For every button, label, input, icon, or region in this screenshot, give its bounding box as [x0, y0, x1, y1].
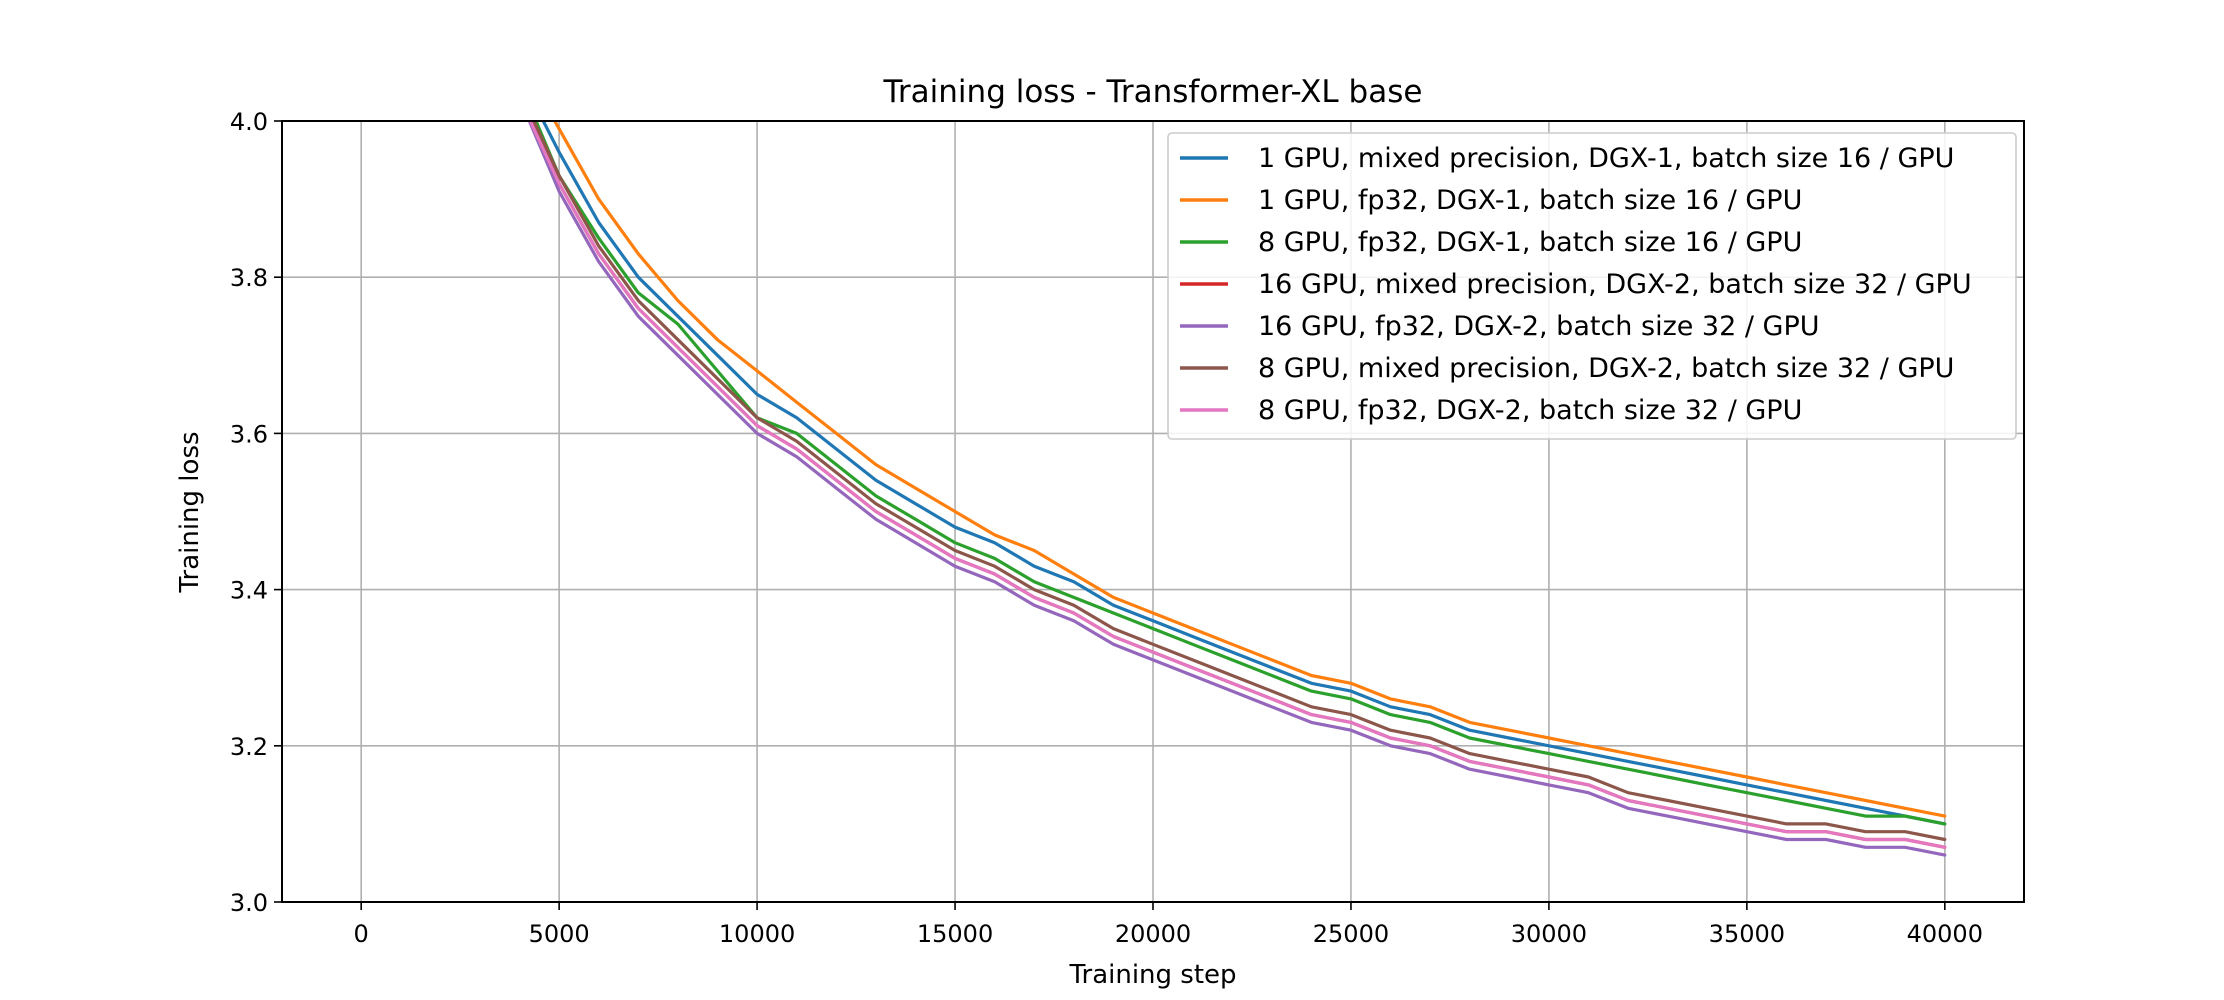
legend: 1 GPU, mixed precision, DGX-1, batch siz… — [1167, 132, 2017, 440]
axis-ticks: 0 5000 10000 15000 20000 25000 30000 35000 40000… — [230, 108, 1983, 948]
series-line-1 — [541, 121, 1947, 826]
series-lines — [527, 121, 1947, 857]
y-tick-label: 3.6 — [230, 420, 268, 448]
y-tick-label: 3.2 — [230, 733, 268, 761]
series-line-2 — [552, 121, 1947, 818]
legend-box — [1167, 132, 2017, 440]
x-tick-label: 20000 — [1115, 920, 1191, 948]
x-tick-label: 35000 — [1709, 920, 1785, 948]
legend-entry-6: 8 GPU, mixed precision, DGX-2, batch siz… — [1258, 353, 1954, 384]
y-tick-label: 3.4 — [230, 577, 268, 605]
legend-entry-7: 8 GPU, fp32, DGX-2, batch size 32 / GPU — [1258, 395, 1802, 426]
x-tick-label: 5000 — [529, 920, 590, 948]
legend-entry-3: 8 GPU, fp32, DGX-1, batch size 16 / GPU — [1258, 227, 1802, 258]
legend-entry-4: 16 GPU, mixed precision, DGX-2, batch si… — [1258, 269, 1972, 300]
x-tick-label: 30000 — [1511, 920, 1587, 948]
series-line-7 — [528, 121, 1947, 849]
x-tick-label: 25000 — [1313, 920, 1389, 948]
x-tick-label: 0 — [354, 920, 369, 948]
series-line-6 — [532, 121, 1947, 842]
y-tick-label: 3.8 — [230, 264, 268, 292]
x-tick-label: 40000 — [1907, 920, 1983, 948]
chart-title: Training loss - Transformer-XL base — [883, 74, 1423, 110]
legend-entry-2: 1 GPU, fp32, DGX-1, batch size 16 / GPU — [1258, 185, 1802, 216]
x-tick-label: 10000 — [719, 920, 795, 948]
y-tick-label: 4.0 — [230, 108, 268, 136]
x-tick-label: 15000 — [917, 920, 993, 948]
y-axis-label: Training loss — [175, 431, 205, 593]
x-axis-label: Training step — [1068, 960, 1236, 990]
series-line-5 — [527, 121, 1947, 857]
legend-entry-5: 16 GPU, fp32, DGX-2, batch size 32 / GPU — [1258, 311, 1820, 342]
y-tick-label: 3.0 — [230, 889, 268, 917]
legend-entry-1: 1 GPU, mixed precision, DGX-1, batch siz… — [1258, 143, 1954, 174]
